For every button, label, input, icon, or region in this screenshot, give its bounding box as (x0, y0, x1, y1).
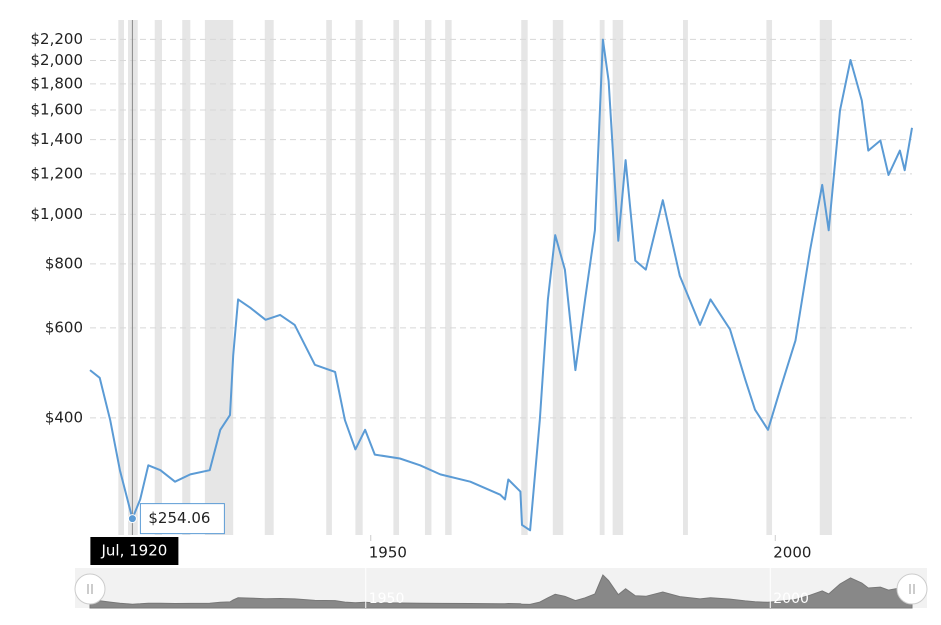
recession-band (445, 20, 452, 535)
price-line (89, 38, 913, 532)
plot-layer: $254.06 Jul, 1920 (89, 20, 913, 565)
recession-band (204, 20, 234, 535)
tooltip-marker (127, 514, 137, 524)
recession-band (819, 20, 832, 535)
recession-band (118, 20, 124, 535)
y-tick-label: $2,200 (31, 30, 84, 48)
tooltip-box (139, 503, 225, 535)
navigator-handle[interactable] (896, 573, 928, 605)
y-tick-label: $1,200 (31, 164, 84, 182)
recession-band (393, 20, 400, 535)
navigator-tick-label: 2000 (773, 591, 809, 607)
recession-band (424, 20, 432, 535)
y-tick-label: $1,400 (31, 130, 84, 148)
tooltip-value: $254.06 (148, 509, 210, 527)
recession-band (612, 20, 624, 535)
navigator-layer: 1950 2000 (74, 568, 928, 609)
recession-band (154, 20, 163, 535)
x-tick-label: 2000 (773, 544, 811, 562)
y-tick-label: $1,800 (31, 74, 84, 92)
navigator-handle[interactable] (74, 573, 106, 605)
y-tick-label: $1,600 (31, 101, 84, 119)
y-tick-label: $400 (45, 408, 83, 426)
navigator-area (89, 574, 913, 609)
y-tick-label: $800 (45, 254, 83, 272)
x-label-box (90, 537, 179, 565)
y-tick-label: $1,000 (31, 205, 84, 223)
recession-band (326, 20, 332, 535)
tooltip-x-label: Jul, 1920 (100, 542, 167, 560)
x-tick-label: 1950 (369, 544, 407, 562)
recession-band (182, 20, 191, 535)
recession-band (683, 20, 688, 535)
navigator-tick-label: 1950 (369, 591, 405, 607)
recession-band (355, 20, 363, 535)
recession-band (264, 20, 274, 535)
recession-band (552, 20, 564, 535)
y-tick-label: $2,000 (31, 51, 84, 69)
recession-band (766, 20, 773, 535)
recession-layer (118, 20, 832, 535)
recession-band (599, 20, 605, 535)
grid-layer: $400 $600 $800 $1,000 $1,200 $1,400 $1,600 $1,8… (31, 30, 912, 562)
recession-band (521, 20, 528, 535)
y-tick-label: $600 (45, 318, 83, 336)
